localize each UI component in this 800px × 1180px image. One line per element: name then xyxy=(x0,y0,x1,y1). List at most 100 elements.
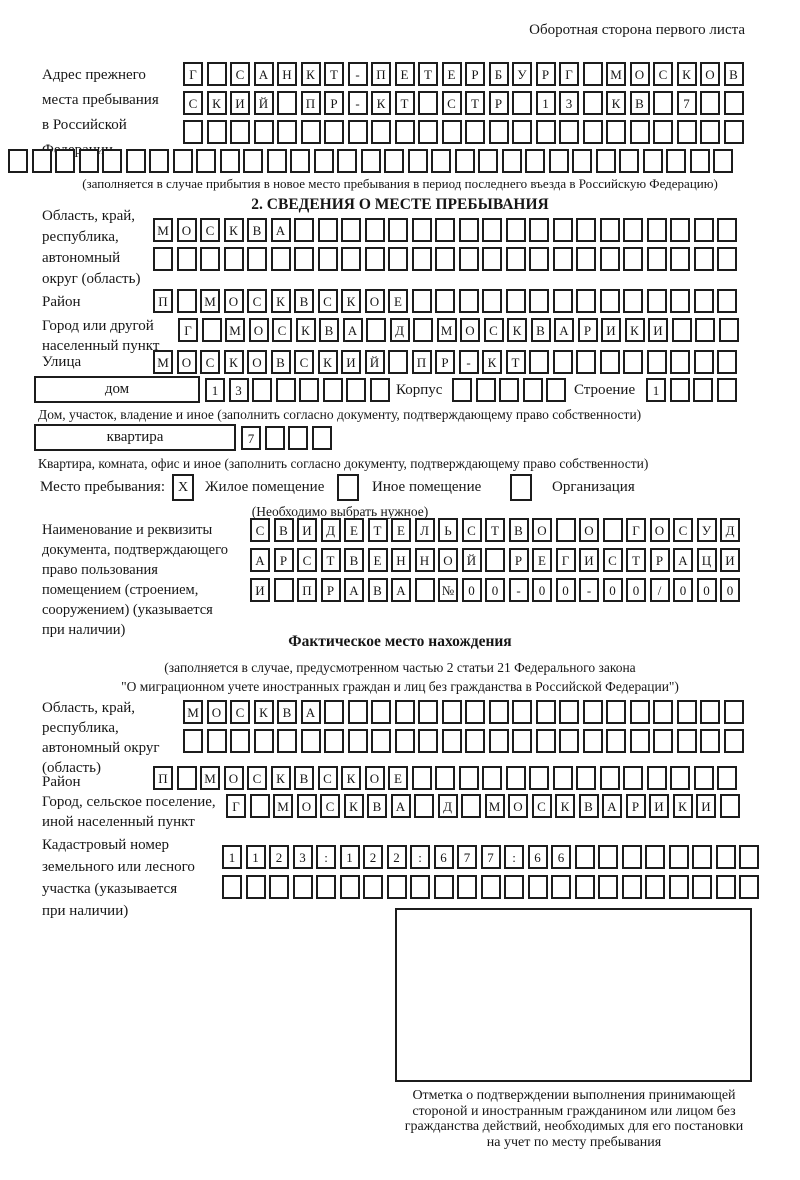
char-box: Т xyxy=(394,91,415,115)
char-box: К xyxy=(223,218,244,242)
char-box: 1 xyxy=(339,845,360,869)
char-box xyxy=(411,218,432,242)
char-box xyxy=(102,149,122,173)
char-box xyxy=(458,218,479,242)
char-box: Т xyxy=(626,548,646,572)
label-line: стороной и иностранным гражданином или л… xyxy=(412,1103,736,1119)
char-box: О xyxy=(247,350,267,374)
char-box xyxy=(645,845,665,869)
char-box xyxy=(324,120,344,144)
char-box: О xyxy=(176,218,197,242)
char-box: 0 xyxy=(555,578,576,602)
char-box xyxy=(465,120,485,144)
char-box xyxy=(623,289,643,313)
char-box xyxy=(411,247,432,271)
char-box: И xyxy=(230,91,250,115)
char-box xyxy=(653,729,673,753)
char-box: С xyxy=(247,766,267,790)
char-box xyxy=(411,289,432,313)
char-box xyxy=(275,378,296,402)
char-box: И xyxy=(696,794,716,818)
char-box xyxy=(653,120,673,144)
char-box: М xyxy=(606,62,626,86)
char-box xyxy=(360,149,381,173)
label-line: сооружением) (указывается xyxy=(42,602,213,618)
char-box: О xyxy=(206,700,227,724)
char-box xyxy=(253,729,274,753)
char-box xyxy=(551,875,571,899)
char-box xyxy=(441,700,462,724)
char-box: № xyxy=(438,578,458,602)
char-box xyxy=(347,729,368,753)
char-box: С xyxy=(653,62,673,86)
char-box xyxy=(717,289,737,313)
char-box: Д xyxy=(720,518,740,542)
char-box: Г xyxy=(626,518,646,542)
char-box: С xyxy=(250,518,270,542)
char-box xyxy=(300,729,321,753)
char-box xyxy=(653,91,673,115)
actual-region-label: Область, край, республика, автономный окру… xyxy=(42,698,160,778)
char-box xyxy=(700,700,720,724)
char-box: Е xyxy=(532,548,552,572)
char-box: Е xyxy=(391,518,411,542)
char-box: 1 xyxy=(646,378,666,402)
char-box xyxy=(346,378,366,402)
prev-address-label: Адрес прежнего места пребывания в Российск… xyxy=(42,63,159,163)
char-box xyxy=(441,729,462,753)
char-box xyxy=(621,845,642,869)
label-line: земельного или лесного xyxy=(42,859,195,875)
char-box xyxy=(723,700,744,724)
char-box: В xyxy=(508,518,529,542)
char-box: А xyxy=(342,318,363,342)
char-box xyxy=(273,578,294,602)
char-box: Г xyxy=(226,794,246,818)
char-box xyxy=(739,875,759,899)
char-box xyxy=(715,875,736,899)
page-side-note: Оборотная сторона первого листа xyxy=(529,22,745,38)
char-box: 6 xyxy=(551,845,571,869)
char-box xyxy=(488,700,509,724)
char-box xyxy=(505,218,526,242)
label-line: автономный округ xyxy=(42,740,160,756)
char-box: Р xyxy=(465,62,485,86)
label-line: на учет по месту пребывания xyxy=(486,1134,662,1150)
char-box: А xyxy=(673,548,693,572)
char-box: Р xyxy=(273,548,294,572)
char-box: А xyxy=(270,218,291,242)
char-box xyxy=(317,247,338,271)
char-box xyxy=(582,120,603,144)
char-box xyxy=(458,289,479,313)
char-box xyxy=(452,378,472,402)
char-box: О xyxy=(508,794,528,818)
char-box: С xyxy=(531,794,552,818)
char-box: Й xyxy=(461,548,482,572)
char-box xyxy=(535,120,556,144)
char-box xyxy=(693,766,714,790)
char-box xyxy=(418,700,438,724)
char-box xyxy=(324,729,344,753)
label-line: населенный пункт xyxy=(42,338,160,354)
char-box xyxy=(347,120,368,144)
char-box xyxy=(482,247,502,271)
stay-type-note: (Необходимо выбрать нужное) xyxy=(251,504,429,519)
char-box: С xyxy=(673,518,693,542)
char-box xyxy=(196,149,216,173)
char-box xyxy=(339,875,360,899)
section-2-title: 2. СВЕДЕНИЯ О МЕСТЕ ПРЕБЫВАНИЯ xyxy=(251,196,549,213)
cadastre-label: Кадастровый номер земельного или лесного у… xyxy=(42,834,195,922)
char-box xyxy=(270,247,291,271)
char-box xyxy=(669,378,690,402)
char-box: Н xyxy=(277,62,297,86)
label-line: помещением (строением, xyxy=(42,582,199,598)
char-box: С xyxy=(200,350,220,374)
char-box xyxy=(692,845,712,869)
char-box xyxy=(482,766,502,790)
char-box: Р xyxy=(324,91,344,115)
label-line: республика, xyxy=(42,229,119,245)
char-box: О xyxy=(649,518,670,542)
char-box: Г xyxy=(559,62,579,86)
char-box: С xyxy=(230,700,250,724)
char-box xyxy=(478,149,498,173)
